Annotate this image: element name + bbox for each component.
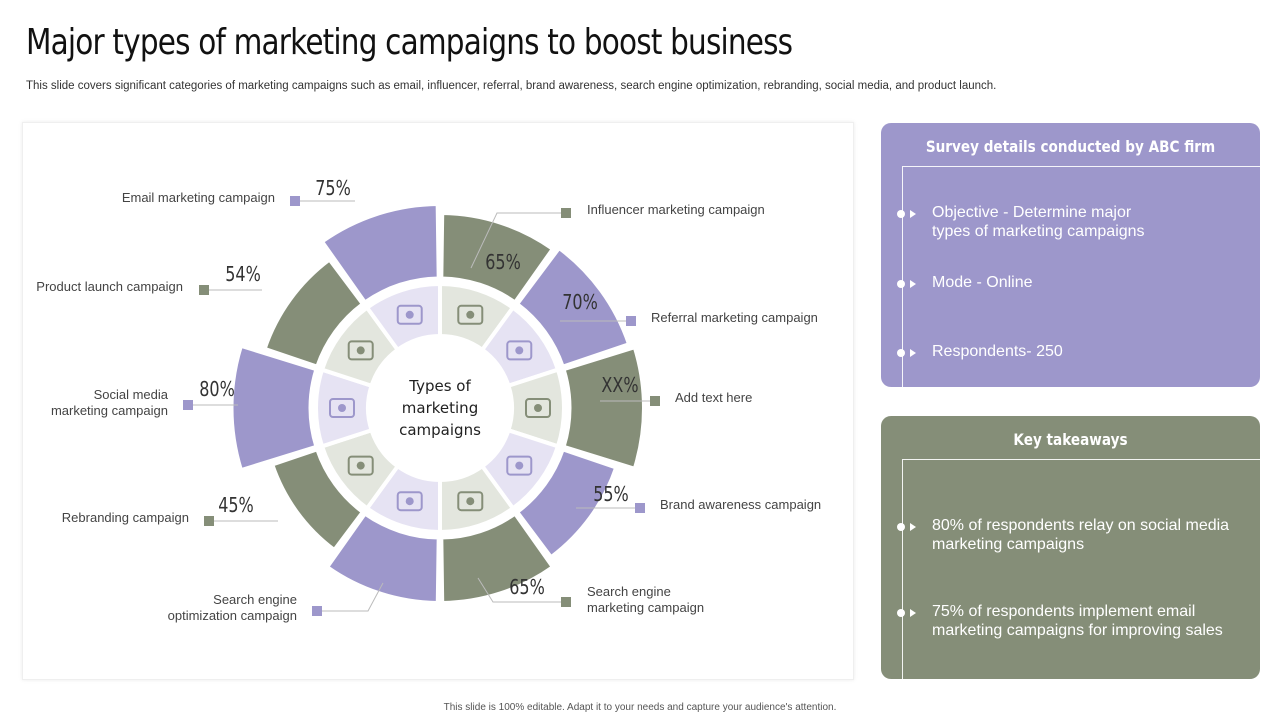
hand-briefcase-icon: [506, 455, 533, 476]
bullet-dot-icon: [897, 523, 905, 531]
search-documents-icon: [396, 491, 423, 512]
takeaways-divider-vertical: [902, 460, 903, 679]
campaign-label: Brand awareness campaign: [660, 497, 821, 512]
campaign-percentage: 75%: [315, 177, 351, 200]
legend-marker: [635, 503, 645, 513]
campaign-bar: [515, 246, 631, 369]
campaign-percentage: 65%: [509, 576, 545, 599]
legend-marker: [204, 516, 214, 526]
label-connector: [317, 582, 384, 612]
campaign-label: Email marketing campaign: [122, 190, 275, 205]
campaign-percentage: 55%: [593, 483, 629, 506]
campaign-bar: [271, 447, 365, 552]
campaign-label: Product launch campaign: [36, 279, 183, 294]
play-arrow-icon: [910, 523, 916, 531]
campaign-bar: [325, 512, 440, 605]
footer-note: This slide is 100% editable. Adapt it to…: [443, 702, 837, 713]
campaign-percentage: 45%: [218, 494, 254, 517]
campaign-percentage: 65%: [485, 251, 521, 274]
monitor-search-icon: [457, 491, 484, 512]
page-subtitle: This slide covers significant categories…: [26, 80, 997, 92]
campaign-bar: [562, 345, 645, 471]
campaign-percentage: XX%: [601, 374, 638, 397]
takeaways-panel: Key takeaways 80% of respondents relay o…: [881, 416, 1260, 679]
people-share-icon: [506, 340, 533, 361]
campaign-label: Search engine marketing campaign: [587, 584, 704, 615]
campaign-label: Referral marketing campaign: [651, 310, 818, 325]
envelope-icon: [396, 304, 423, 325]
hands-idea-icon: [347, 455, 374, 476]
center-label-line-1: Types of: [408, 377, 471, 395]
legend-marker: [561, 208, 571, 218]
survey-divider-horizontal: [902, 166, 1260, 167]
survey-item-respondents: Respondents- 250: [932, 343, 1063, 360]
legend-marker: [650, 396, 660, 406]
play-arrow-icon: [910, 210, 916, 218]
play-arrow-icon: [910, 349, 916, 357]
survey-panel: Survey details conducted by ABC firm Obj…: [881, 123, 1260, 387]
megaphone-social-icon: [329, 398, 355, 418]
legend-marker: [199, 285, 209, 295]
label-connector: [470, 212, 566, 269]
campaign-bar: [263, 258, 365, 369]
legend-marker: [290, 196, 300, 206]
campaign-label: Add text here: [675, 390, 752, 405]
campaign-label: Influencer marketing campaign: [587, 202, 765, 217]
survey-title: Survey details conducted by ABC firm: [925, 137, 1216, 156]
legend-marker: [312, 606, 322, 616]
label-connector: [477, 577, 566, 603]
network-person-icon: [457, 304, 484, 325]
campaign-percentage: 70%: [562, 291, 598, 314]
takeaways-title: Key takeaways: [1013, 430, 1128, 449]
campaign-bar: [440, 211, 555, 304]
campaign-label: Rebranding campaign: [62, 510, 189, 525]
survey-item-objective: Objective - Determine major types of mar…: [932, 204, 1145, 240]
campaign-bar: [230, 344, 318, 472]
survey-divider-vertical: [902, 167, 903, 387]
bullet-dot-icon: [897, 210, 905, 218]
campaign-percentage: 54%: [225, 263, 261, 286]
play-arrow-icon: [910, 280, 916, 288]
page-title: Major types of marketing campaigns to bo…: [26, 22, 793, 63]
takeaway-item-social: 80% of respondents relay on social media…: [932, 517, 1230, 553]
play-arrow-icon: [910, 609, 916, 617]
takeaway-item-email: 75% of respondents implement email marke…: [932, 603, 1223, 639]
campaign-label: Search engine optimization campaign: [168, 592, 297, 623]
survey-item-mode: Mode - Online: [932, 274, 1033, 291]
icon-ring-segment: [364, 281, 442, 353]
mobile-shop-icon: [525, 398, 551, 418]
campaign-label: Social media marketing campaign: [51, 387, 169, 418]
campaign-bar: [515, 447, 618, 559]
center-label-line-2: marketing: [402, 399, 478, 417]
presentation-icon: [347, 340, 374, 361]
legend-marker: [561, 597, 571, 607]
campaign-bar: [320, 202, 440, 304]
campaign-percentage: 80%: [199, 378, 235, 401]
takeaways-divider-horizontal: [902, 459, 1260, 460]
legend-marker: [626, 316, 636, 326]
bullet-dot-icon: [897, 280, 905, 288]
bullet-dot-icon: [897, 349, 905, 357]
legend-marker: [183, 400, 193, 410]
center-label-line-3: campaigns: [399, 421, 481, 439]
campaign-bar: [440, 512, 555, 605]
bullet-dot-icon: [897, 609, 905, 617]
